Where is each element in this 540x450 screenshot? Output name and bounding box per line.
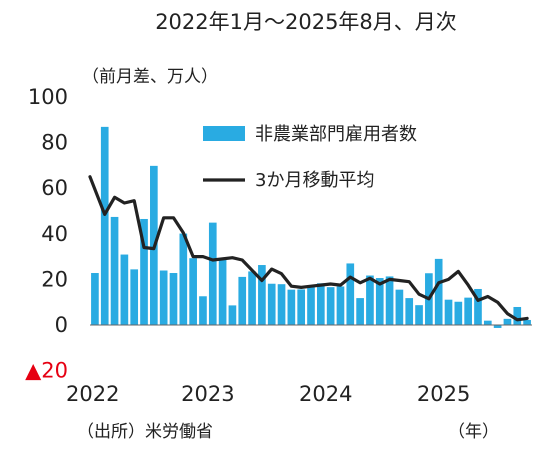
y-tick-label: 100	[28, 85, 68, 109]
y-tick-label: 80	[41, 131, 68, 155]
bar	[444, 299, 453, 325]
x-tick-label: 2023	[181, 382, 234, 406]
bar	[326, 287, 335, 325]
bar	[248, 271, 256, 325]
x-axis-unit-label: （年）	[448, 422, 499, 442]
legend-label-bars: 非農業部門雇用者数	[255, 124, 417, 145]
bar	[316, 283, 325, 325]
bar	[523, 319, 531, 325]
bar	[415, 305, 423, 325]
moving-average-line	[88, 175, 529, 322]
bar	[208, 222, 217, 325]
bar	[120, 254, 129, 325]
bar	[513, 306, 522, 325]
y-tick-label: 40	[41, 222, 68, 246]
y-tick-label: 0	[55, 313, 68, 337]
bar	[483, 320, 492, 325]
bar	[405, 298, 414, 325]
bar-series	[91, 126, 531, 328]
bar	[474, 288, 482, 325]
bar	[100, 126, 109, 325]
bar	[395, 289, 404, 325]
bar	[375, 278, 384, 325]
bar	[346, 263, 355, 325]
bar	[258, 265, 266, 325]
bar	[287, 289, 296, 325]
bar	[464, 297, 472, 325]
bar	[199, 296, 207, 325]
bar	[297, 289, 306, 325]
legend-label-line: 3か月移動平均	[255, 170, 374, 191]
x-axis-ticks: 2022 2023 2024 2025	[66, 382, 470, 406]
bar	[189, 258, 197, 325]
bar	[385, 276, 394, 325]
y-axis-unit-label: （前月差、万人）	[82, 67, 218, 87]
bar	[91, 273, 99, 325]
bar	[130, 269, 139, 325]
chart-title: 2022年1月～2025年8月、月次	[155, 10, 457, 34]
bar	[110, 216, 119, 325]
legend: 非農業部門雇用者数 3か月移動平均	[203, 124, 417, 191]
bar	[179, 233, 188, 325]
bar	[218, 260, 227, 325]
bar	[169, 273, 178, 325]
bar	[434, 258, 443, 325]
y-tick-label: ▲20	[25, 359, 68, 383]
y-tick-label: 60	[41, 176, 68, 200]
bar	[493, 325, 502, 328]
y-tick-label: 20	[41, 267, 68, 291]
x-tick-label: 2022	[66, 382, 119, 406]
bar	[336, 286, 345, 325]
bar	[307, 286, 315, 325]
legend-swatch-bars	[203, 126, 245, 141]
bar	[277, 284, 286, 325]
bar	[228, 305, 237, 325]
bar	[159, 270, 168, 325]
source-note: （出所）米労働省	[77, 422, 213, 442]
bar	[267, 283, 276, 325]
x-tick-label: 2024	[299, 382, 352, 406]
bar	[356, 298, 364, 325]
y-axis-ticks: 100 80 60 40 20 0 ▲20	[25, 85, 68, 383]
bar	[140, 218, 148, 325]
bar	[366, 275, 374, 325]
bar	[454, 301, 463, 325]
x-tick-label: 2025	[417, 382, 470, 406]
bar	[238, 276, 247, 325]
bar	[503, 318, 512, 325]
